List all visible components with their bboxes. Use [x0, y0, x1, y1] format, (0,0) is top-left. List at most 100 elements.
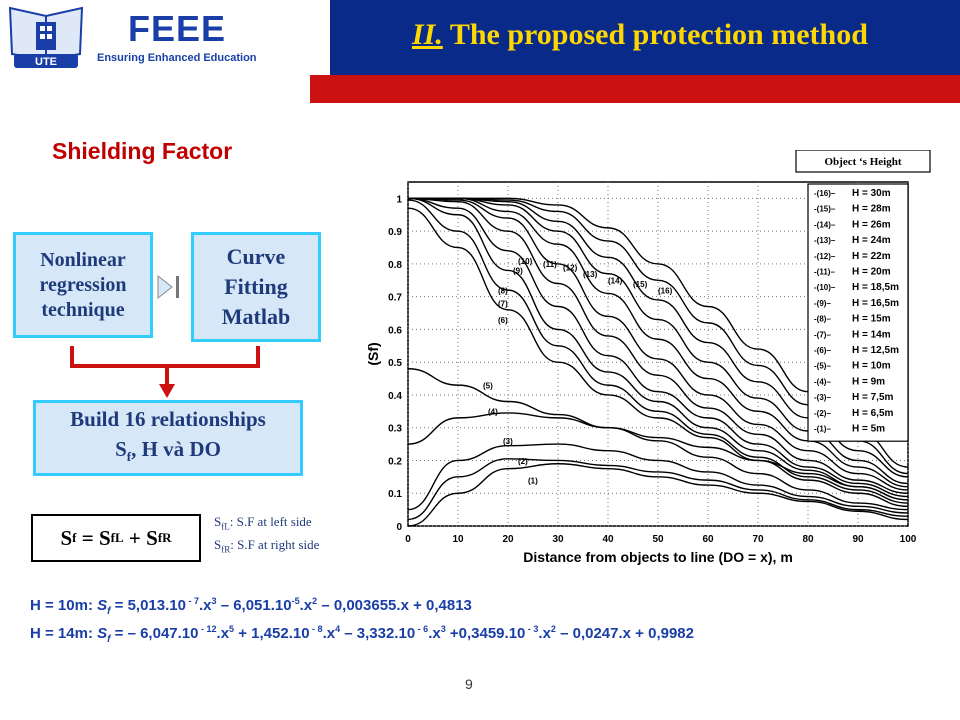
- shielding-factor-chart: 0 10 20 30 40 50 60 70 80 90 100 0 0.1 0.2 0.3 0.4 0.5 0.…: [365, 150, 931, 565]
- y-axis-label: (Sf): [365, 342, 381, 365]
- curve-fitting-box: Curve Fitting Matlab: [191, 232, 321, 342]
- formula-h10: H = 10m: Sf = 5,013.10 - 7.x3 – 6,051.10…: [30, 596, 472, 617]
- series-line: [407, 443, 909, 514]
- y-tick-label: 0.2: [388, 456, 402, 467]
- slide-title-number: II.: [412, 18, 443, 51]
- legend-title-box: [795, 150, 931, 173]
- x-tick-label: 0: [405, 534, 411, 545]
- y-tick-label: 0.8: [388, 260, 402, 271]
- build-relationships-box: Build 16 relationships Sf, H và DO: [33, 400, 303, 476]
- legend-entry-name: H = 20m: [852, 267, 891, 278]
- y-tick-label: 0.3: [388, 424, 402, 435]
- box1-line: Nonlinear: [40, 248, 126, 271]
- legend-entry-name: H = 7,5m: [852, 392, 894, 403]
- series-line: [407, 207, 909, 508]
- series-curve-label: (7): [498, 299, 508, 308]
- series-line: [407, 197, 909, 494]
- series-line: [407, 412, 909, 511]
- series-curve-label: (14): [608, 277, 623, 286]
- y-tick-label: 0: [396, 522, 402, 533]
- sf-subscript: f: [126, 449, 132, 465]
- legend-box: [807, 183, 909, 442]
- legend-title: Object ‘s Height: [825, 156, 902, 168]
- series-line: [407, 463, 909, 527]
- legend-entry-name: H = 26m: [852, 219, 891, 230]
- series-curve-label: (10): [518, 257, 533, 266]
- box2-line: Curve: [226, 244, 286, 269]
- series-curve-label: (13): [583, 270, 598, 279]
- legend-entry-name: H = 22m: [852, 251, 891, 262]
- y-tick-label: 1: [396, 194, 402, 205]
- x-tick-label: 70: [752, 534, 764, 545]
- legend-entry-name: H = 16,5m: [852, 298, 899, 309]
- legend-entry-label: -(7)–: [814, 330, 831, 339]
- series-curve-label: (5): [483, 381, 493, 390]
- sf-note-right: SfR: S.F at right side: [214, 536, 320, 555]
- legend-entry-name: H = 5m: [852, 424, 885, 435]
- series-line: [407, 197, 909, 491]
- x-tick-label: 40: [602, 534, 614, 545]
- x-tick-label: 60: [702, 534, 714, 545]
- y-tick-label: 0.7: [388, 293, 402, 304]
- legend-entry-name: H = 6,5m: [852, 408, 894, 419]
- brand-tagline: Ensuring Enhanced Education: [97, 52, 257, 64]
- eq-a-sub: fL: [110, 530, 124, 545]
- series-curve-label: (8): [498, 286, 508, 295]
- series-curve-label: (1): [528, 476, 538, 485]
- legend-entry-label: -(5)–: [814, 362, 831, 371]
- eq-plus: + S: [123, 525, 158, 550]
- series-curve-label: (11): [543, 260, 557, 269]
- series-line: [407, 197, 909, 501]
- series-curve-label: (6): [498, 316, 508, 325]
- x-tick-label: 80: [802, 534, 814, 545]
- y-tick-label: 0.1: [388, 489, 402, 500]
- sf-note-left: SfL: S.F at left side: [214, 514, 312, 532]
- play-next-icon: [157, 274, 179, 300]
- legend-entry-name: H = 18,5m: [852, 282, 899, 293]
- page-number: 9: [465, 676, 473, 692]
- series-curve-label: (15): [633, 280, 648, 289]
- nonlinear-regression-box: Nonlinear regression technique: [13, 232, 153, 338]
- section-subtitle: Shielding Factor: [52, 138, 233, 164]
- legend-entry-label: -(10)–: [814, 283, 836, 292]
- legend-entry-label: -(12)–: [814, 252, 836, 261]
- series-line: [407, 199, 909, 504]
- eq-equals: = S: [76, 525, 111, 550]
- legend-entry-name: H = 24m: [852, 235, 891, 246]
- legend-entry-label: -(1)–: [814, 425, 831, 434]
- sf-legend-note: SfL: S.F at left side SfR: S.F at right …: [214, 513, 319, 558]
- x-tick-label: 30: [552, 534, 564, 545]
- y-tick-label: 0.9: [388, 227, 402, 238]
- x-tick-label: 10: [452, 534, 464, 545]
- series-line: [407, 368, 909, 501]
- y-tick-label: 0.5: [388, 358, 402, 369]
- box3-line2-rest: , H và DO: [131, 436, 221, 461]
- legend-entry-label: -(15)–: [814, 205, 836, 214]
- legend-entry-label: -(2)–: [814, 409, 831, 418]
- box2-line: Fitting: [224, 274, 288, 299]
- y-tick-label: 0.6: [388, 325, 402, 336]
- eq-lhs: S: [60, 525, 73, 550]
- legend-entry-label: -(3)–: [814, 393, 831, 402]
- sf-symbol: S: [115, 436, 127, 461]
- legend-entry-name: H = 15m: [852, 314, 891, 325]
- x-tick-label: 50: [652, 534, 664, 545]
- legend-entry-label: -(11)–: [814, 268, 835, 277]
- slide-title: II. The proposed protection method: [412, 18, 868, 52]
- series-curve-label: (9): [513, 267, 523, 276]
- legend-entry-name: H = 12,5m: [852, 345, 899, 356]
- legend-entry-name: H = 14m: [852, 329, 891, 340]
- logo-text: UTE: [35, 56, 57, 68]
- legend-entry-name: H = 30m: [852, 188, 891, 199]
- box1-line: regression: [39, 273, 127, 296]
- y-tick-label: 0.4: [388, 391, 402, 402]
- legend-entry-name: H = 9m: [852, 376, 885, 387]
- series-line: [407, 458, 909, 521]
- legend-entry-label: -(4)–: [814, 377, 831, 386]
- series-curve-label: (16): [658, 286, 673, 295]
- ute-logo: UTE: [8, 6, 84, 68]
- legend-entry-label: -(6)–: [814, 346, 831, 355]
- slide-title-text: The proposed protection method: [449, 18, 868, 51]
- series-line: [407, 197, 909, 498]
